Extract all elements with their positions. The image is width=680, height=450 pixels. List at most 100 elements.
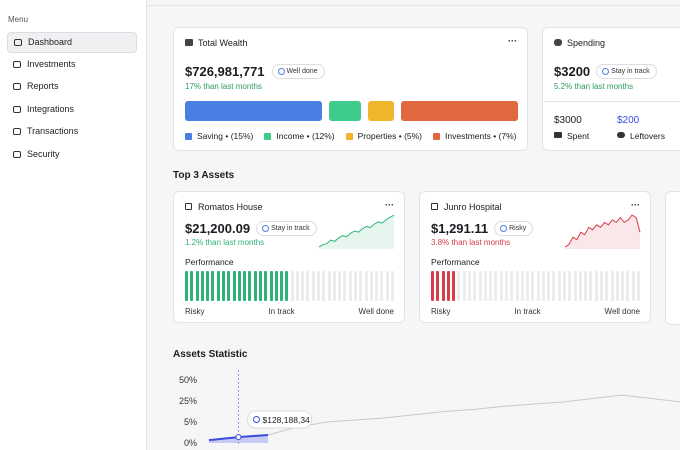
performance-bar <box>237 271 241 301</box>
legend-label: Income • (12%) <box>276 131 335 141</box>
menu-heading: Menu <box>8 15 29 24</box>
performance-bar <box>264 271 268 301</box>
card-menu[interactable]: ··· <box>385 200 394 210</box>
performance-bar <box>206 271 210 301</box>
nav-item[interactable]: Integrations <box>7 100 137 121</box>
amount: $21,200.09 <box>185 221 251 236</box>
performance-bar <box>531 271 535 301</box>
performance-bar <box>227 271 231 301</box>
performance-bar <box>515 271 519 301</box>
tooltip-icon <box>253 416 260 423</box>
legend-item: Income • (12%) <box>264 131 335 141</box>
bar-segment <box>328 101 362 121</box>
change: 3.8% than last months <box>431 238 511 247</box>
amount-row: $726,981,771 Well done <box>185 64 325 79</box>
legend-item: Properties • (5%) <box>345 131 423 141</box>
legend-item: Investments • (7%) <box>433 131 517 141</box>
change: 17% than last months <box>185 82 262 91</box>
performance-bar <box>452 271 456 301</box>
scale-label: In track <box>268 307 295 316</box>
performance-bar <box>605 271 609 301</box>
spent-label: Spent <box>567 131 590 141</box>
sparkline <box>565 214 641 249</box>
bar-segment <box>368 101 395 121</box>
y-tick-label: 25% <box>179 396 197 406</box>
nav-label: Dashboard <box>28 37 73 47</box>
nav-label: Reports <box>27 81 59 91</box>
legend-swatch <box>185 132 192 140</box>
performance-bar <box>621 271 625 301</box>
performance-bar <box>547 271 551 301</box>
performance-bar <box>478 271 482 301</box>
nav-item[interactable]: Investments <box>7 55 137 76</box>
nav-icon <box>13 105 21 113</box>
sidebar: Menu Dashboard Investments Reports Integrat… <box>0 0 147 450</box>
nav-label: Investments <box>27 58 76 69</box>
leftover-icon <box>617 132 625 138</box>
performance-bar <box>390 271 394 301</box>
performance-bar <box>483 271 487 301</box>
performance-bar <box>369 271 373 301</box>
card-title: Spending <box>567 38 606 48</box>
performance-bar <box>364 271 368 301</box>
performance-bar <box>520 271 524 301</box>
performance-bar <box>216 271 220 301</box>
performance-bar <box>536 271 540 301</box>
performance-bar <box>610 271 614 301</box>
performance-bar <box>195 271 199 301</box>
asset-card: Romatos House ··· $21,200.09 Stay in track 1… <box>173 191 405 323</box>
performance-bar <box>322 271 326 301</box>
performance-bar <box>306 271 310 301</box>
nav-item[interactable]: Dashboard <box>7 32 137 53</box>
asset-name: Romatos House <box>198 202 263 212</box>
section-title: Assets Statistic <box>173 349 248 360</box>
performance-bar <box>584 271 588 301</box>
card-menu[interactable]: ··· <box>508 36 517 46</box>
legend-label: Properties • (5%) <box>357 131 423 141</box>
legend-item: Saving • (15%) <box>185 131 253 141</box>
bar-segment <box>401 101 518 121</box>
scale-label: Well done <box>604 307 640 316</box>
performance-bar <box>258 271 262 301</box>
card-menu[interactable]: ··· <box>631 200 640 210</box>
badge: Stay in track <box>596 64 657 79</box>
nav-item[interactable]: Reports <box>7 77 137 98</box>
performance-bar <box>441 271 445 301</box>
nav-icon <box>13 150 21 158</box>
nav-label: Transactions <box>27 126 79 136</box>
performance-bar <box>457 271 461 301</box>
tooltip-label: $128,188,34 <box>263 415 311 425</box>
performance-bar <box>436 271 440 301</box>
performance-bar <box>494 271 498 301</box>
nav-item[interactable]: Security <box>7 145 137 166</box>
line <box>208 394 680 441</box>
performance-bars <box>431 271 640 301</box>
performance-bar <box>375 271 379 301</box>
bar-segment <box>185 101 322 121</box>
performance-bar <box>563 271 567 301</box>
performance-bar <box>568 271 572 301</box>
badge: Stay in track <box>256 221 317 236</box>
scale-label: Well done <box>358 307 394 316</box>
tooltip-box <box>247 410 312 429</box>
assets-statistic-chart: 50% 25% 5% 0% $128,188,34 <box>179 370 680 448</box>
performance-bar <box>473 271 477 301</box>
performance-bar <box>626 271 630 301</box>
asset-icon <box>185 203 192 210</box>
performance-bar <box>200 271 204 301</box>
amount-row: $1,291.11 Risky <box>431 221 534 236</box>
spent-icon <box>554 132 562 138</box>
nav-icon <box>14 39 22 46</box>
legend-label: Investments • (7%) <box>445 131 517 141</box>
performance-bar <box>338 271 342 301</box>
y-tick-label: 50% <box>179 375 197 385</box>
card-title: Total Wealth <box>198 38 248 48</box>
nav-item[interactable]: Transactions <box>7 122 137 143</box>
leftover-amount: $200 <box>617 115 640 126</box>
performance-bar <box>211 271 215 301</box>
sparkline-line <box>565 214 641 248</box>
performance-bar <box>541 271 545 301</box>
legend-label: Saving • (15%) <box>197 131 254 141</box>
scale-label: Risky <box>431 307 451 316</box>
